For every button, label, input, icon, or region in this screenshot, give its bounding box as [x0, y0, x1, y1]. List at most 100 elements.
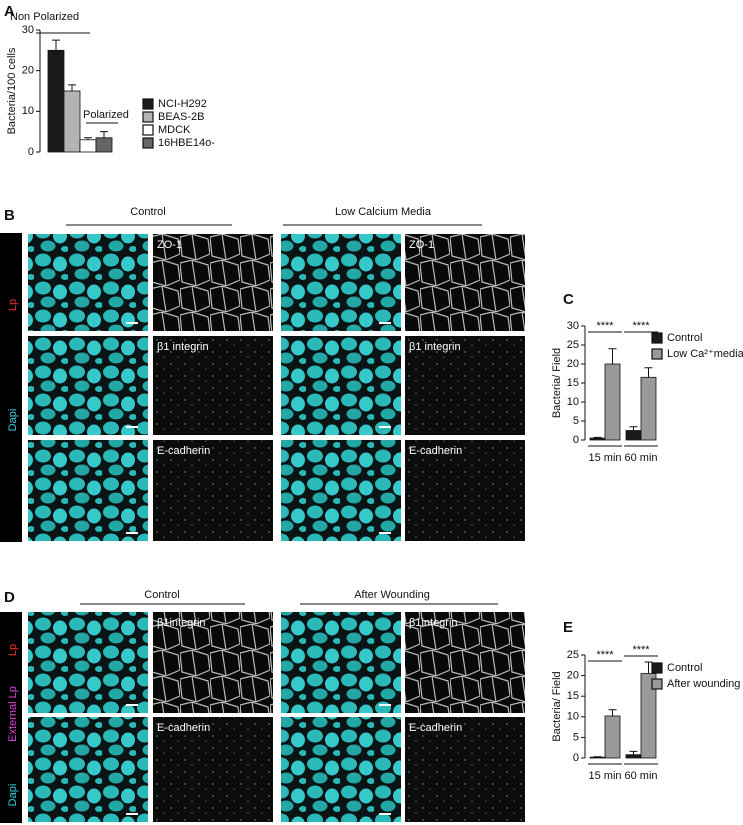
y-tick-label: 20: [22, 65, 34, 77]
legend-swatch: [142, 111, 154, 123]
bar: [604, 715, 621, 759]
y-tick-label: 15: [567, 690, 579, 702]
panel-letter: B: [4, 207, 15, 224]
y-axis-label: Bacteria/100 cells: [6, 47, 18, 134]
micrograph: [281, 336, 401, 435]
x-tick-label: 60 min: [624, 770, 657, 782]
image-label: E-cadherin: [157, 722, 210, 734]
legend-label: NCI-H292: [158, 98, 207, 110]
image-label: ZO-1: [409, 239, 434, 251]
micrograph: [28, 440, 148, 541]
y-tick-label: 0: [28, 146, 34, 158]
side-bar: [0, 233, 22, 542]
legend-label: After wounding: [667, 678, 740, 690]
y-tick-label: 15: [567, 377, 579, 389]
image-label: ZO-1: [157, 239, 182, 251]
y-axis-label: Bacteria/ Field: [551, 671, 563, 741]
side-label: Dapi: [7, 784, 19, 807]
legend-label: Control: [667, 662, 702, 674]
panel-letter: C: [563, 291, 574, 308]
micrograph: [281, 440, 401, 541]
legend-swatch: [651, 662, 663, 674]
image-label: E-cadherin: [157, 445, 210, 457]
bar: [95, 137, 113, 153]
y-tick-label: 0: [573, 434, 579, 446]
bar: [63, 90, 81, 153]
y-tick-label: 20: [567, 670, 579, 682]
micrograph: [153, 440, 273, 541]
y-tick-label: 10: [567, 396, 579, 408]
legend-swatch: [651, 678, 663, 690]
side-label: Lp: [7, 644, 19, 656]
side-label: Lp: [7, 299, 19, 311]
y-tick-label: 5: [573, 731, 579, 743]
significance: ****: [632, 320, 650, 332]
y-tick-label: 5: [573, 415, 579, 427]
image-label: β1 integrin: [409, 341, 461, 353]
image-label: β1 integrin: [157, 341, 209, 353]
error-bar: [608, 348, 617, 364]
error-bar: [629, 750, 638, 755]
y-tick-label: 30: [22, 24, 34, 36]
micrograph: [28, 234, 148, 331]
side-label: External Lp: [7, 686, 19, 742]
y-tick-label: 20: [567, 358, 579, 370]
error-bar: [644, 661, 653, 674]
legend-label: MDCK: [158, 124, 191, 136]
micrograph: [405, 234, 525, 331]
error-bar: [100, 131, 108, 138]
legend-swatch: [142, 124, 154, 136]
image-label: β1integrin: [409, 617, 458, 629]
micrograph: [281, 717, 401, 822]
legend-label: BEAS-2B: [158, 111, 204, 123]
bar: [640, 376, 657, 441]
micrograph: [405, 336, 525, 435]
error-bar: [52, 39, 60, 51]
bar: [47, 49, 65, 153]
micrograph: [153, 612, 273, 713]
panel-letter: D: [4, 589, 15, 606]
error-bar: [84, 137, 92, 140]
legend-label: Low Ca²⁺media: [667, 348, 743, 360]
x-tick-label: 60 min: [624, 452, 657, 464]
bar: [589, 756, 606, 759]
bar: [79, 139, 97, 153]
legend-label: Control: [667, 332, 702, 344]
x-tick-label: 15 min: [588, 770, 621, 782]
image-label: E-cadherin: [409, 722, 462, 734]
column-header: Low Calcium Media: [335, 206, 432, 218]
micrograph: [153, 234, 273, 331]
image-label: E-cadherin: [409, 445, 462, 457]
y-axis-label: Bacteria/ Field: [551, 348, 563, 418]
column-header: Control: [144, 589, 179, 601]
y-tick-label: 10: [22, 105, 34, 117]
legend-swatch: [142, 98, 154, 110]
micrograph: [281, 234, 401, 331]
micrograph: [405, 612, 525, 713]
panel-letter: E: [563, 619, 573, 636]
micrograph: [28, 612, 148, 713]
error-bar: [593, 436, 602, 439]
legend-label: 16HBE14o-: [158, 137, 215, 149]
error-bar: [608, 709, 617, 716]
micrograph: [28, 336, 148, 435]
error-bar: [68, 84, 76, 91]
y-tick-label: 30: [567, 320, 579, 332]
bar: [625, 754, 642, 759]
micrograph: [405, 440, 525, 541]
legend-swatch: [651, 332, 663, 344]
micrograph: [153, 336, 273, 435]
annotation: Polarized: [83, 109, 129, 121]
bar: [604, 363, 621, 441]
column-header: Control: [130, 206, 165, 218]
side-bar: [0, 612, 22, 823]
micrograph: [153, 717, 273, 822]
significance: ****: [596, 649, 614, 661]
y-tick-label: 25: [567, 649, 579, 661]
micrograph: [28, 717, 148, 822]
y-tick-label: 25: [567, 339, 579, 351]
bar: [589, 437, 606, 441]
panel-letter: A: [4, 3, 15, 20]
x-tick-label: 15 min: [588, 452, 621, 464]
error-bar: [629, 426, 638, 431]
